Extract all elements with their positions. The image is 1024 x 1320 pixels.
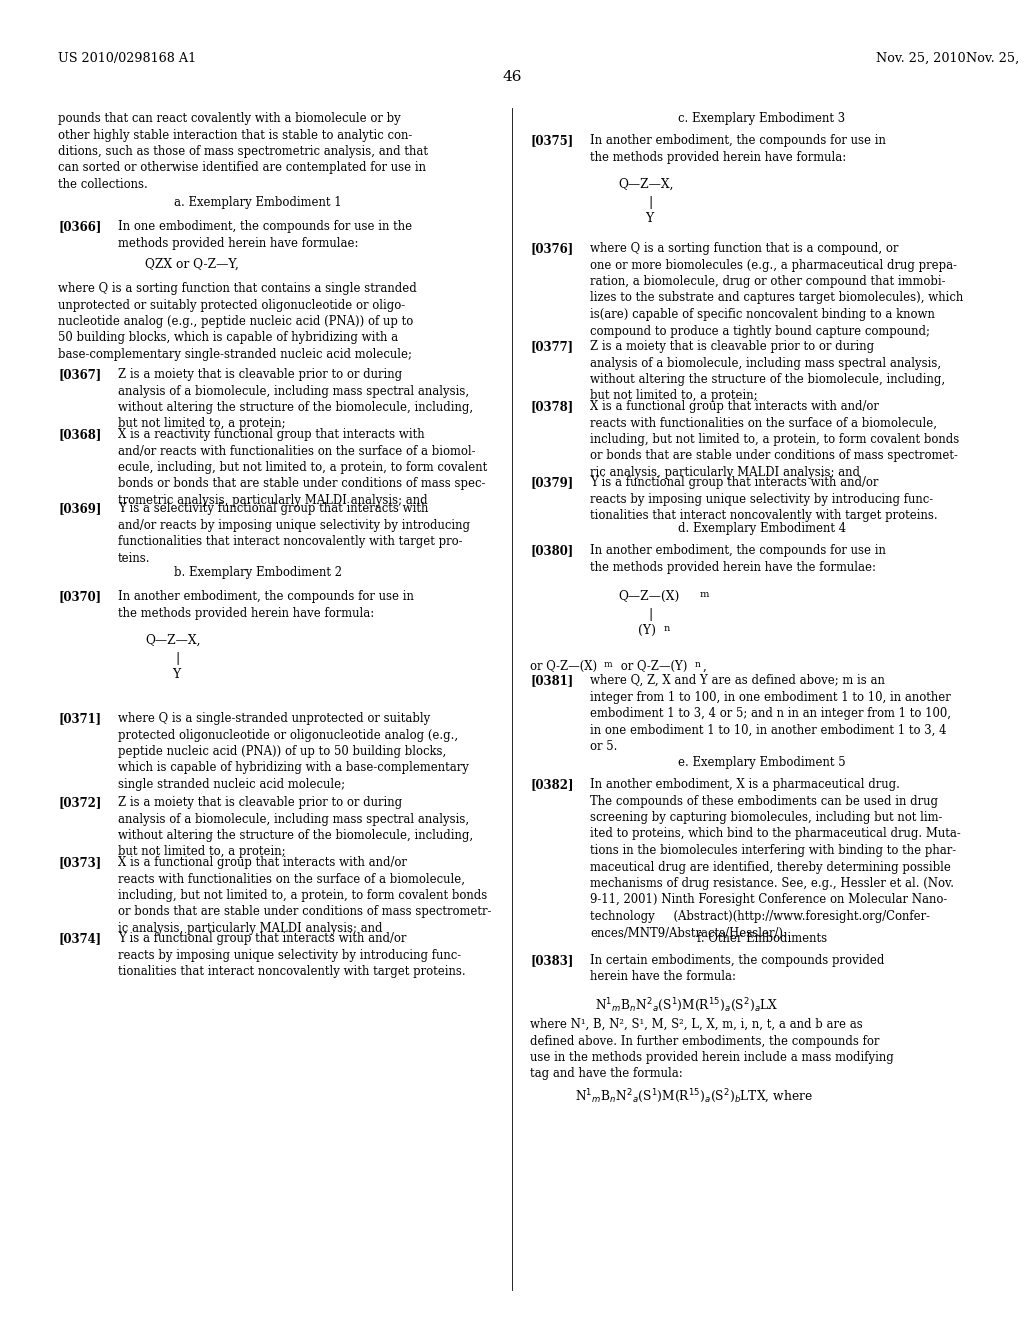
Text: Y: Y xyxy=(172,668,180,681)
Text: Y is a functional group that interacts with and/or
reacts by imposing unique sel: Y is a functional group that interacts w… xyxy=(590,477,938,521)
Text: N$^1{}_m$B$_n$N$^2{}_a$(S$^1$)M(R$^{15}$)$_a$(S$^2$)$_a$LX: N$^1{}_m$B$_n$N$^2{}_a$(S$^1$)M(R$^{15}$… xyxy=(595,997,778,1014)
Text: a. Exemplary Embodiment 1: a. Exemplary Embodiment 1 xyxy=(174,195,342,209)
Text: where N¹, B, N², S¹, M, S², L, X, m, i, n, t, a and b are as
defined above. In f: where N¹, B, N², S¹, M, S², L, X, m, i, … xyxy=(530,1018,894,1081)
Text: [0380]: [0380] xyxy=(530,544,573,557)
Text: f. Other Embodiments: f. Other Embodiments xyxy=(697,932,827,945)
Text: Q—Z—X,: Q—Z—X, xyxy=(145,634,201,647)
Text: [0367]: [0367] xyxy=(58,368,101,381)
Text: Y: Y xyxy=(645,213,653,224)
Text: |: | xyxy=(648,195,652,209)
Text: [0370]: [0370] xyxy=(58,590,101,603)
Text: e. Exemplary Embodiment 5: e. Exemplary Embodiment 5 xyxy=(678,756,846,770)
Text: |: | xyxy=(648,609,652,620)
Text: m: m xyxy=(604,660,612,669)
Text: ,: , xyxy=(703,660,707,673)
Text: [0376]: [0376] xyxy=(530,242,573,255)
Text: d. Exemplary Embodiment 4: d. Exemplary Embodiment 4 xyxy=(678,521,846,535)
Text: In another embodiment, the compounds for use in
the methods provided herein have: In another embodiment, the compounds for… xyxy=(590,544,886,573)
Text: [0375]: [0375] xyxy=(530,135,573,147)
Text: [0382]: [0382] xyxy=(530,777,573,791)
Text: [0366]: [0366] xyxy=(58,220,101,234)
Text: Z is a moiety that is cleavable prior to or during
analysis of a biomolecule, in: Z is a moiety that is cleavable prior to… xyxy=(590,341,945,403)
Text: [0377]: [0377] xyxy=(530,341,573,352)
Text: Z is a moiety that is cleavable prior to or during
analysis of a biomolecule, in: Z is a moiety that is cleavable prior to… xyxy=(118,796,473,858)
Text: X is a reactivity functional group that interacts with
and/or reacts with functi: X is a reactivity functional group that … xyxy=(118,428,487,507)
Text: US 2010/0298168 A1: US 2010/0298168 A1 xyxy=(58,51,197,65)
Text: QZX or Q-Z—Y,: QZX or Q-Z—Y, xyxy=(145,257,239,271)
Text: In another embodiment, the compounds for use in
the methods provided herein have: In another embodiment, the compounds for… xyxy=(118,590,414,619)
Text: 46: 46 xyxy=(502,70,522,84)
Text: (Y): (Y) xyxy=(638,624,656,638)
Text: [0378]: [0378] xyxy=(530,400,573,413)
Text: N$^1{}_m$B$_n$N$^2{}_a$(S$^1$)M(R$^{15}$)$_a$(S$^2$)$_b$LTX, where: N$^1{}_m$B$_n$N$^2{}_a$(S$^1$)M(R$^{15}$… xyxy=(575,1088,813,1106)
Text: Nov. 25, 2010: Nov. 25, 2010 xyxy=(877,51,966,65)
Text: n: n xyxy=(664,624,671,634)
Text: [0372]: [0372] xyxy=(58,796,101,809)
Text: In certain embodiments, the compounds provided
herein have the formula:: In certain embodiments, the compounds pr… xyxy=(590,954,885,983)
Text: where Q is a single-stranded unprotected or suitably
protected oligonucleotide o: where Q is a single-stranded unprotected… xyxy=(118,711,469,791)
Text: pounds that can react covalently with a biomolecule or by
other highly stable in: pounds that can react covalently with a … xyxy=(58,112,428,191)
Text: where Q is a sorting function that contains a single stranded
unprotected or sui: where Q is a sorting function that conta… xyxy=(58,282,417,360)
Text: Y is a selectivity functional group that interacts with
and/or reacts by imposin: Y is a selectivity functional group that… xyxy=(118,502,470,565)
Text: where Q is a sorting function that is a compound, or
one or more biomolecules (e: where Q is a sorting function that is a … xyxy=(590,242,964,338)
Text: [0369]: [0369] xyxy=(58,502,101,515)
Text: n: n xyxy=(695,660,700,669)
Text: X is a functional group that interacts with and/or
reacts with functionalities o: X is a functional group that interacts w… xyxy=(590,400,959,479)
Text: [0379]: [0379] xyxy=(530,477,573,488)
Text: In one embodiment, the compounds for use in the
methods provided herein have for: In one embodiment, the compounds for use… xyxy=(118,220,412,249)
Text: Q—Z—(X): Q—Z—(X) xyxy=(618,590,679,603)
Text: [0371]: [0371] xyxy=(58,711,101,725)
Text: Z is a moiety that is cleavable prior to or during
analysis of a biomolecule, in: Z is a moiety that is cleavable prior to… xyxy=(118,368,473,430)
Text: In another embodiment, the compounds for use in
the methods provided herein have: In another embodiment, the compounds for… xyxy=(590,135,886,164)
Text: |: | xyxy=(175,652,179,665)
Text: Nov. 25, 2010: Nov. 25, 2010 xyxy=(966,51,1024,65)
Text: c. Exemplary Embodiment 3: c. Exemplary Embodiment 3 xyxy=(679,112,846,125)
Text: [0374]: [0374] xyxy=(58,932,101,945)
Text: [0373]: [0373] xyxy=(58,855,101,869)
Text: m: m xyxy=(700,590,710,599)
Text: [0383]: [0383] xyxy=(530,954,573,968)
Text: [0368]: [0368] xyxy=(58,428,101,441)
Text: where Q, Z, X and Y are as defined above; m is an
integer from 1 to 100, in one : where Q, Z, X and Y are as defined above… xyxy=(590,675,951,752)
Text: In another embodiment, X is a pharmaceutical drug.
The compounds of these embodi: In another embodiment, X is a pharmaceut… xyxy=(590,777,961,940)
Text: Y is a functional group that interacts with and/or
reacts by imposing unique sel: Y is a functional group that interacts w… xyxy=(118,932,466,978)
Text: [0381]: [0381] xyxy=(530,675,573,686)
Text: Q—Z—X,: Q—Z—X, xyxy=(618,178,674,191)
Text: or Q-Z—(X): or Q-Z—(X) xyxy=(530,660,597,673)
Text: or Q-Z—(Y): or Q-Z—(Y) xyxy=(617,660,687,673)
Text: b. Exemplary Embodiment 2: b. Exemplary Embodiment 2 xyxy=(174,566,342,579)
Text: X is a functional group that interacts with and/or
reacts with functionalities o: X is a functional group that interacts w… xyxy=(118,855,492,935)
